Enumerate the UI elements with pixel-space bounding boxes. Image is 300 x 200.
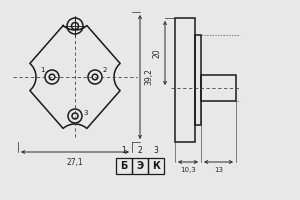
Bar: [132, 158, 148, 174]
Text: 13: 13: [214, 167, 223, 173]
Bar: [116, 158, 132, 174]
Text: 2: 2: [103, 67, 107, 73]
Text: 20: 20: [152, 48, 161, 58]
Text: К: К: [152, 161, 160, 171]
Text: 2: 2: [138, 146, 142, 155]
Text: 1: 1: [122, 146, 126, 155]
Bar: [195, 35, 201, 125]
Bar: [201, 75, 236, 101]
Bar: [148, 158, 164, 174]
Text: 1: 1: [40, 67, 44, 73]
Text: 3: 3: [154, 146, 158, 155]
Text: Э: Э: [136, 161, 144, 171]
Text: 10,3: 10,3: [180, 167, 196, 173]
Text: Б: Б: [120, 161, 128, 171]
Text: 3: 3: [84, 110, 88, 116]
Bar: [175, 18, 195, 142]
Text: 39,2: 39,2: [144, 69, 153, 85]
Text: 27,1: 27,1: [67, 158, 83, 167]
